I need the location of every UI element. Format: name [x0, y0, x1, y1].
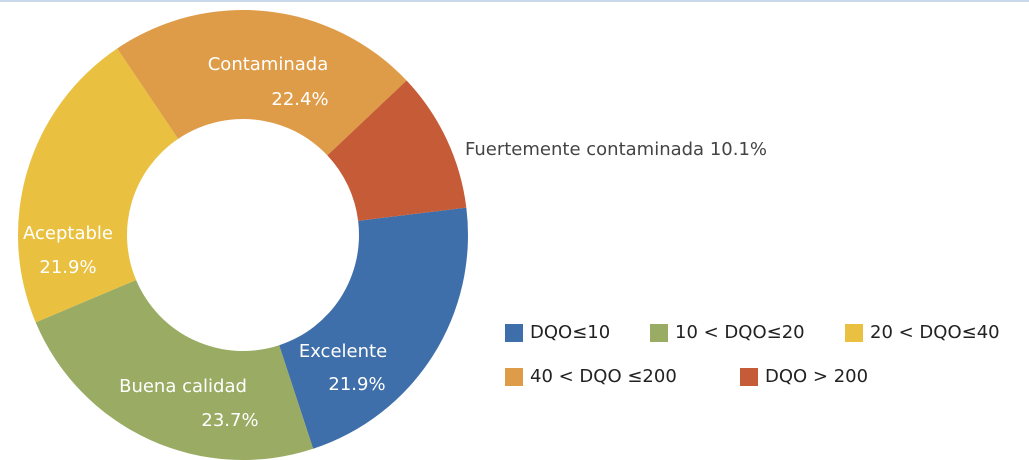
segment-value: 10.1% [710, 139, 767, 160]
legend-label: DQO≤10 [530, 322, 610, 343]
legend-label: 10 < DQO≤20 [675, 322, 805, 343]
segment-value: 21.9% [39, 257, 96, 278]
segment-value: 22.4% [271, 89, 328, 110]
outside-label: Fuertemente contaminada 10.1% [465, 139, 767, 160]
segment-label: Buena calidad [119, 376, 247, 397]
segment-label: Fuertemente contaminada [465, 139, 704, 160]
legend-swatch [650, 324, 668, 342]
legend-label: 40 < DQO ≤200 [530, 366, 677, 387]
donut-segment [117, 9, 407, 156]
legend-label: 20 < DQO≤40 [870, 322, 1000, 343]
legend-swatch [505, 324, 523, 342]
segment-label: Contaminada [208, 54, 329, 75]
segment-label: Aceptable [23, 223, 113, 244]
segment-value: 21.9% [328, 374, 385, 395]
legend-label: DQO > 200 [765, 366, 868, 387]
donut-segment [35, 280, 314, 460]
legend-swatch [845, 324, 863, 342]
legend-swatch [740, 368, 758, 386]
segment-value: 23.7% [201, 410, 258, 431]
segment-label: Excelente [299, 341, 387, 362]
donut-segment [17, 48, 179, 323]
donut-segment [327, 80, 467, 221]
legend-swatch [505, 368, 523, 386]
donut-segment [279, 207, 468, 449]
